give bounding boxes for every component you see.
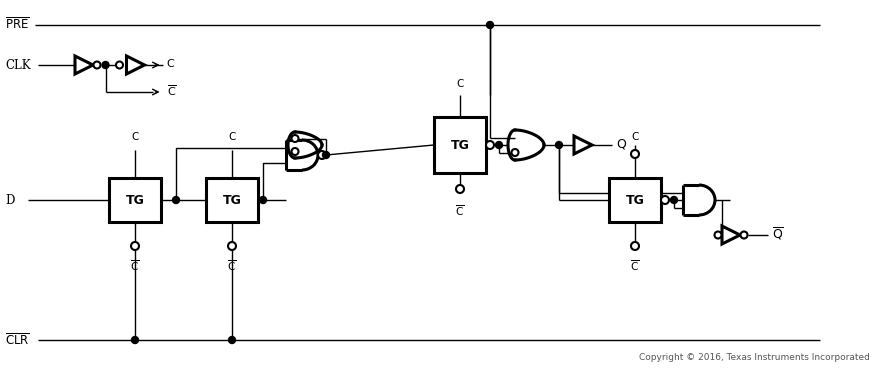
Circle shape xyxy=(486,141,494,149)
Text: TG: TG xyxy=(126,194,144,206)
Circle shape xyxy=(556,141,563,148)
Bar xyxy=(609,178,661,222)
Text: $\overline{\rm Q}$: $\overline{\rm Q}$ xyxy=(772,226,784,242)
Circle shape xyxy=(495,141,502,148)
Polygon shape xyxy=(574,136,592,154)
Bar xyxy=(206,178,258,222)
Text: $\overline{\rm C}$: $\overline{\rm C}$ xyxy=(228,258,236,273)
Bar xyxy=(109,178,161,222)
Text: Q: Q xyxy=(616,138,626,151)
Text: D: D xyxy=(5,194,14,206)
Circle shape xyxy=(631,150,639,158)
Circle shape xyxy=(228,242,236,250)
Text: $\overline{\rm C}$: $\overline{\rm C}$ xyxy=(455,203,465,218)
Text: TG: TG xyxy=(451,138,470,151)
Circle shape xyxy=(323,151,330,158)
Circle shape xyxy=(456,185,464,193)
Polygon shape xyxy=(75,56,93,74)
Circle shape xyxy=(94,61,101,68)
Circle shape xyxy=(260,196,267,204)
Text: C: C xyxy=(166,59,174,69)
Text: $\overline{\rm C}$: $\overline{\rm C}$ xyxy=(166,84,176,98)
Circle shape xyxy=(228,336,235,343)
Circle shape xyxy=(512,149,519,156)
Circle shape xyxy=(172,196,179,204)
Circle shape xyxy=(631,242,639,250)
Circle shape xyxy=(291,135,298,142)
Text: C: C xyxy=(228,132,235,142)
Text: Copyright © 2016, Texas Instruments Incorporated: Copyright © 2016, Texas Instruments Inco… xyxy=(639,353,870,362)
Text: C: C xyxy=(131,132,139,142)
Circle shape xyxy=(131,242,139,250)
Bar xyxy=(434,117,486,173)
Circle shape xyxy=(661,196,669,204)
Circle shape xyxy=(715,232,722,239)
Text: CLK: CLK xyxy=(5,58,31,71)
Text: TG: TG xyxy=(222,194,242,206)
Polygon shape xyxy=(127,56,144,74)
Circle shape xyxy=(487,21,493,28)
Text: $\overline{\rm C}$: $\overline{\rm C}$ xyxy=(130,258,140,273)
Circle shape xyxy=(318,151,326,159)
Circle shape xyxy=(291,148,298,155)
Text: C: C xyxy=(632,132,639,142)
Circle shape xyxy=(116,61,123,68)
Circle shape xyxy=(131,336,138,343)
Text: $\overline{\rm C}$: $\overline{\rm C}$ xyxy=(630,258,640,273)
Text: $\overline{\rm CLR}$: $\overline{\rm CLR}$ xyxy=(5,332,30,348)
Polygon shape xyxy=(722,226,740,244)
Text: $\overline{\rm PRE}$: $\overline{\rm PRE}$ xyxy=(5,16,30,32)
Text: C: C xyxy=(457,79,464,89)
Circle shape xyxy=(102,61,109,68)
Circle shape xyxy=(670,196,677,204)
Text: TG: TG xyxy=(626,194,644,206)
Circle shape xyxy=(740,232,747,239)
